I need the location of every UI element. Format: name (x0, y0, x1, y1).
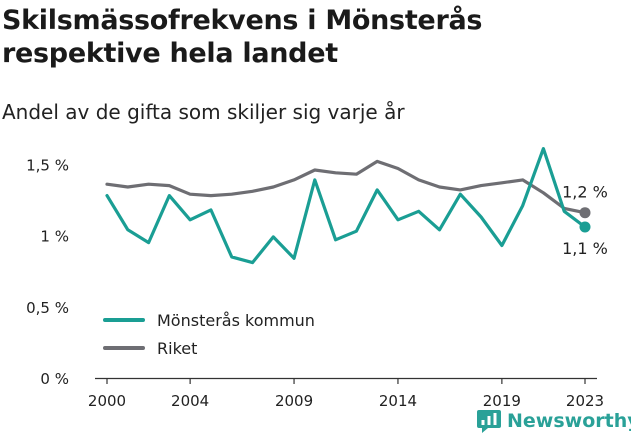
legend-label: Mönsterås kommun (157, 311, 315, 330)
y-tick-label: 1,5 % (26, 156, 69, 174)
end-label-riket: 1,2 % (562, 183, 608, 202)
chart-subtitle: Andel av de gifta som skiljer sig varje … (2, 100, 405, 124)
end-label-monsteras: 1,1 % (562, 239, 608, 258)
x-tick-label: 2004 (171, 392, 209, 410)
series-end-point (579, 207, 591, 219)
x-tick-label: 2009 (275, 392, 313, 410)
brand-name: Newsworthy (507, 410, 631, 432)
x-tick-label: 2014 (379, 392, 417, 410)
y-tick-label: 0 % (40, 370, 69, 388)
brand-logo: Newsworthy (476, 406, 631, 436)
series-line-monsteras (105, 147, 587, 265)
y-tick-label: 0,5 % (26, 299, 69, 317)
newsworthy-logo-icon (477, 410, 501, 433)
x-tick-label: 2019 (483, 392, 521, 410)
series-line-riket (105, 159, 587, 215)
chart-title: Skilsmässofrekvens i Mönsterås respektiv… (2, 5, 483, 69)
x-tick-label: 2000 (88, 392, 126, 410)
y-tick-label: 1 % (40, 228, 69, 246)
legend-label: Riket (157, 339, 197, 358)
x-tick-label: 2023 (566, 392, 604, 410)
series-end-point (579, 221, 591, 233)
